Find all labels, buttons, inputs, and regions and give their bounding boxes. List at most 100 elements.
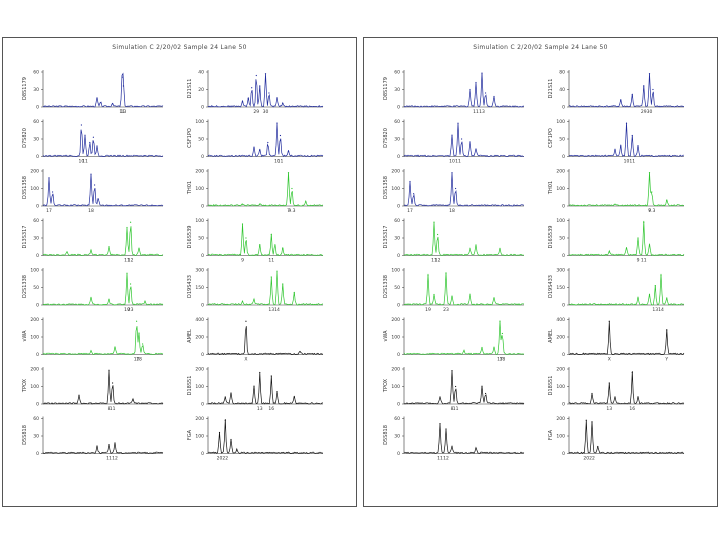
y-tick-label: 200 (391, 367, 400, 373)
peak-point (637, 297, 639, 299)
peak-point (270, 276, 272, 278)
y-tick-label: 20 (198, 87, 204, 93)
y-tick-label: 0 (36, 352, 39, 358)
locus-label: D13S317 (383, 226, 389, 249)
peak-point (666, 200, 668, 202)
peak-point (251, 87, 253, 89)
y-tick-label: 100 (391, 384, 400, 390)
peak-point (94, 184, 96, 186)
peak-point (439, 396, 441, 398)
peak-point (652, 88, 654, 91)
electropherogram-panel-right: Simulation C 2/20/02 Sample 24 Lane 50 0… (363, 37, 718, 507)
allele-label: 11 (437, 456, 443, 462)
allele-label: 19 (124, 307, 130, 313)
peak-point (648, 244, 651, 246)
peak-point (108, 444, 110, 446)
peak-point (66, 251, 68, 253)
allele-label: 11 (473, 109, 479, 115)
allele-label: 11 (431, 258, 437, 264)
y-tick-label: 100 (195, 384, 204, 390)
peak-point (287, 172, 290, 174)
peak-point (455, 187, 457, 190)
locus-label: CSF1PO (187, 128, 193, 148)
locus-label: FGA (548, 429, 554, 440)
peak-point (409, 180, 411, 183)
trace-line (42, 442, 164, 454)
peak-point (451, 134, 453, 137)
y-tick-label: 100 (195, 186, 204, 192)
y-tick-label: 0 (397, 303, 400, 309)
y-tick-label: 100 (30, 186, 39, 192)
y-tick-label: 60 (394, 218, 400, 224)
peak-point (52, 191, 54, 193)
y-tick-label: 30 (394, 87, 400, 93)
trace-line (568, 220, 685, 256)
peak-point (451, 445, 453, 448)
peak-point (660, 274, 662, 276)
peak-point (122, 85, 124, 87)
allele-label: 13 (121, 109, 127, 115)
y-tick-label: 30 (394, 434, 400, 440)
y-tick-label: 0 (201, 402, 204, 408)
y-tick-label: 0 (201, 154, 204, 160)
peak-point (279, 134, 282, 137)
peak-point (451, 295, 453, 297)
y-tick-label: 60 (33, 70, 39, 76)
peak-point (90, 173, 92, 176)
peak-point (96, 145, 98, 147)
peak-point (78, 394, 80, 396)
peak-point (144, 300, 146, 303)
peak-point (469, 88, 471, 91)
y-tick-label: 200 (391, 169, 400, 175)
allele-label: 14 (274, 307, 280, 313)
peak-point (241, 101, 244, 103)
y-tick-label: 0 (562, 253, 565, 259)
peak-point (437, 233, 439, 236)
y-tick-label: 0 (562, 451, 565, 457)
locus-label: D5S818 (383, 425, 389, 445)
peak-point (282, 102, 284, 105)
trace-line (403, 272, 525, 306)
peak-point (648, 172, 651, 174)
peak-point (142, 343, 144, 345)
y-tick-label: 0 (201, 352, 204, 358)
y-tick-label: 60 (33, 119, 39, 125)
y-tick-label: 0 (397, 402, 400, 408)
allele-label: 11 (119, 109, 125, 115)
peak-point (625, 122, 628, 124)
y-tick-label: 60 (394, 119, 400, 125)
peak-point (90, 297, 92, 299)
peak-point (84, 134, 86, 137)
peak-point (114, 346, 116, 349)
y-tick-label: 0 (562, 154, 565, 160)
allele-label: Y (664, 357, 668, 363)
allele-label: 10 (624, 159, 630, 165)
allele-label: 11 (106, 456, 112, 462)
trace-line (403, 72, 524, 108)
allele-label: 10 (449, 159, 455, 165)
locus-plot-d5s818: 0 30 60 D5S818 11 12 (22, 416, 164, 462)
peak-point (485, 92, 487, 94)
y-tick-label: 100 (30, 384, 39, 390)
peak-point (291, 187, 293, 190)
allele-label: 20 (217, 456, 223, 462)
y-tick-label: 0 (201, 204, 204, 210)
locus-label: vWA (22, 330, 28, 342)
allele-label: 9 (241, 258, 244, 264)
y-tick-label: 0 (36, 154, 39, 160)
y-tick-label: 200 (30, 169, 39, 175)
peak-point (230, 392, 232, 395)
locus-plot-fga: 0 100 200 FGA 20 22 (187, 416, 324, 462)
y-tick-label: 200 (30, 367, 39, 373)
locus-label: TPOX (383, 378, 389, 393)
peak-point (445, 428, 447, 430)
allele-label: 29 (641, 109, 647, 115)
peak-point (245, 237, 247, 239)
